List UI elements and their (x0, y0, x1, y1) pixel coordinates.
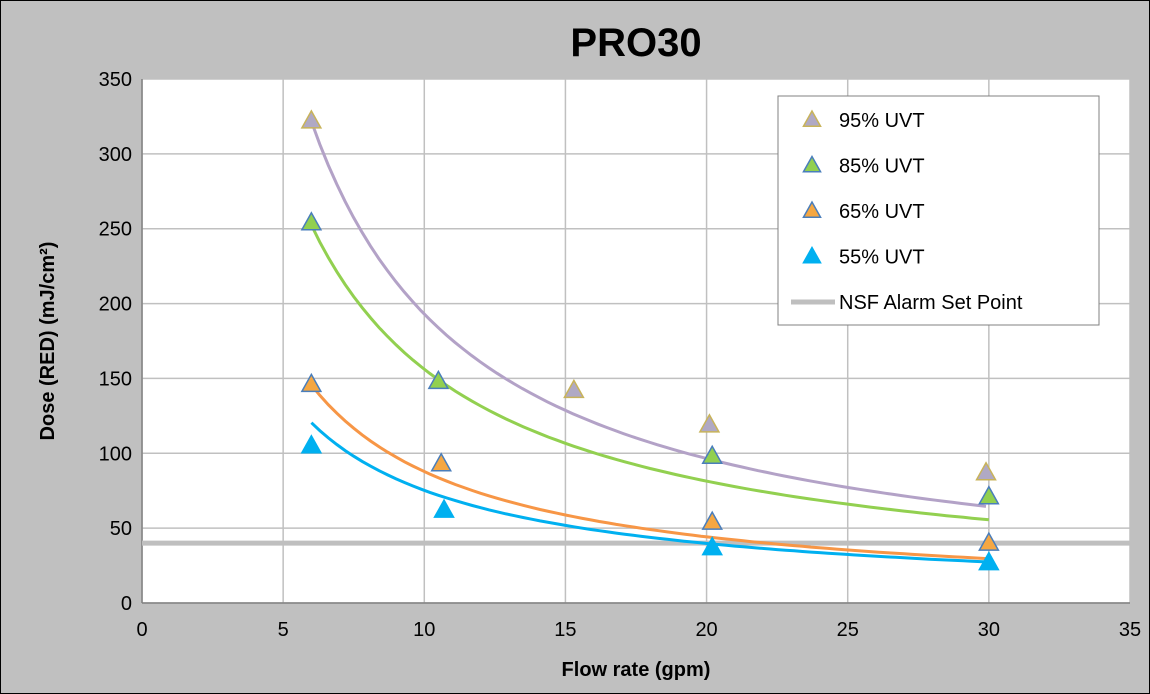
data-point (975, 461, 997, 481)
trend-lines (309, 120, 990, 564)
y-tick-label: 250 (99, 219, 132, 241)
data-point (300, 372, 323, 393)
y-tick-label: 100 (99, 443, 132, 465)
data-point (563, 378, 585, 399)
legend-marker (802, 109, 822, 128)
legend: 95% UVT 85% UVT 65% UVT 55% UVT NSF Alarm Se… (777, 95, 1100, 326)
data-point (430, 452, 453, 472)
x-tick-label: 15 (554, 619, 576, 641)
x-tick-label: 30 (978, 619, 1000, 641)
chart-title: PRO30 (570, 21, 701, 65)
legend-box (777, 95, 1100, 326)
y-tick-label: 300 (99, 144, 132, 166)
data-point (300, 434, 323, 454)
legend-label: 55% UVT (839, 247, 925, 269)
x-axis-title: Flow rate (gpm) (562, 659, 711, 681)
data-points (300, 109, 1000, 571)
trendline (310, 384, 989, 561)
data-point (978, 551, 1000, 571)
legend-label: 85% UVT (839, 156, 925, 178)
data-point (300, 211, 323, 231)
y-axis-title: Dose (RED) (mJ/cm²) (37, 242, 59, 441)
legend-label: NSF Alarm Set Point (839, 292, 1023, 314)
legend-label: 95% UVT (839, 110, 925, 132)
trendline (310, 421, 989, 564)
legend-marker (802, 200, 822, 219)
legend-label: 65% UVT (839, 201, 925, 223)
y-tick-label: 50 (110, 518, 132, 540)
y-tick-label: 200 (99, 294, 132, 316)
x-tick-label: 20 (695, 619, 717, 641)
x-tick-label: 0 (136, 619, 147, 641)
data-point (698, 413, 721, 433)
data-point (701, 536, 723, 556)
trendline (309, 120, 987, 508)
trendline (310, 224, 990, 522)
x-tick-label: 10 (413, 619, 435, 641)
data-point (701, 444, 723, 465)
legend-marker (802, 154, 822, 173)
y-tick-label: 0 (121, 593, 132, 615)
data-point (427, 369, 450, 390)
y-tick-label: 150 (99, 368, 132, 390)
data-point (433, 498, 455, 518)
data-point (701, 510, 723, 530)
x-tick-label: 5 (278, 619, 289, 641)
x-tick-label: 25 (837, 619, 859, 641)
data-point (300, 109, 323, 129)
x-tick-label: 35 (1119, 619, 1141, 641)
data-point (978, 531, 1000, 551)
legend-marker (802, 245, 822, 264)
data-point (978, 485, 1000, 505)
y-tick-label: 350 (99, 69, 132, 91)
